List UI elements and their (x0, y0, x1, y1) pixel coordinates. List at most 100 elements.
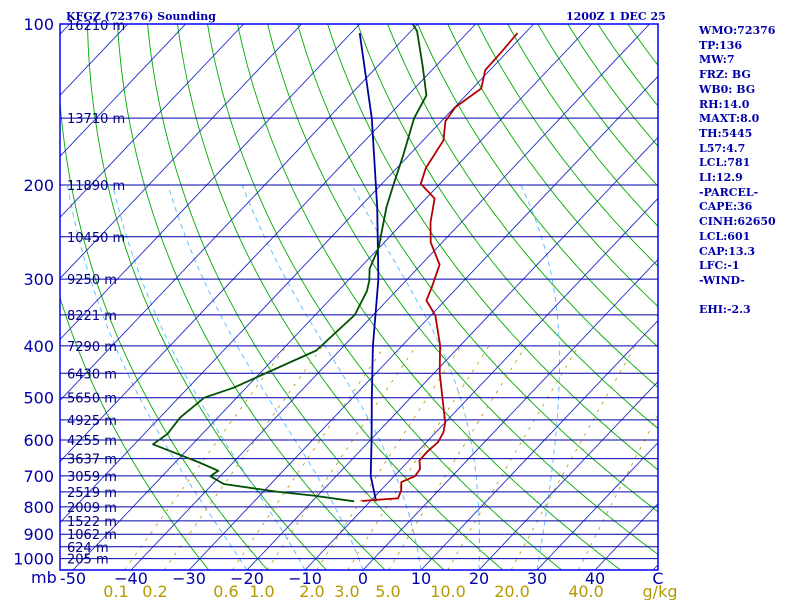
stability-indices: WMO:72376 TP:136 MW:7 FRZ: BG WB0: BG RH:14.0… (699, 24, 800, 318)
temperature-tick-label: C (652, 569, 663, 588)
pressure-tick-label: 1000 (13, 550, 54, 569)
index-line: -WIND- (699, 273, 745, 287)
isotherm (246, 136, 658, 570)
index-line: LFC:-1 (699, 259, 740, 273)
dry-adiabat (417, 24, 658, 348)
height-label: 9250 m (67, 273, 117, 288)
isotherm (188, 75, 658, 570)
mixing-ratio-line (316, 345, 462, 570)
height-label: 3637 m (67, 453, 117, 468)
mixing-ratio-line (578, 413, 658, 570)
height-label: 1062 m (67, 528, 117, 543)
mixing-ratio-label: 0.1 (103, 582, 128, 600)
index-line: CINH:62650 (699, 215, 776, 229)
index-line: TH:5445 (699, 126, 753, 140)
moist-adiabat (112, 184, 306, 570)
mixing-ratio-line (510, 345, 636, 570)
dewpoint-trace (152, 24, 428, 503)
mixing-ratio-label: 3.0 (334, 582, 359, 600)
temperature-tick-label: 10 (411, 569, 431, 588)
mixing-ratio-label: 10.0 (430, 582, 466, 600)
mixing-ratio-line (232, 345, 386, 570)
height-label: 13710 m (67, 112, 125, 127)
index-line: CAP:13.3 (699, 244, 756, 258)
dry-adiabat (387, 24, 658, 389)
isotherm (362, 258, 658, 570)
isotherm (60, 24, 535, 524)
mixing-ratio-line (447, 345, 580, 570)
height-label: 1522 m (67, 515, 117, 530)
pressure-tick-label: 400 (23, 337, 54, 356)
index-line: EHI:-2.3 (699, 303, 751, 317)
dry-adiabat (117, 24, 386, 570)
mixing-ratio-label: 1.0 (249, 582, 274, 600)
index-line: WB0: BG (699, 82, 756, 96)
dry-adiabat (297, 24, 658, 513)
dry-adiabat (477, 24, 658, 267)
index-line: LCL:601 (699, 229, 751, 243)
height-label: 3059 m (67, 470, 117, 485)
isotherm (60, 24, 419, 402)
isotherm (60, 24, 477, 463)
pressure-tick-label: 900 (23, 525, 54, 544)
height-label: 5650 m (67, 392, 117, 407)
dry-adiabat (267, 24, 658, 556)
index-line: MAXT:8.0 (699, 112, 760, 126)
pressure-unit-label: mb (31, 568, 57, 587)
index-line: FRZ: BG (699, 68, 751, 82)
isotherm (60, 24, 71, 35)
parcel-trace (358, 32, 380, 502)
dry-adiabat (86, 24, 327, 570)
dry-adiabat (327, 24, 658, 471)
sounding-traces (152, 24, 519, 503)
index-line: -PARCEL- (699, 185, 759, 199)
mixing-ratio-label: 0.6 (213, 582, 238, 600)
isotherm (478, 380, 658, 570)
mixing-ratio-label: 2.0 (299, 582, 324, 600)
mixing-ratio-label: 40.0 (568, 582, 604, 600)
moist-adiabat (520, 184, 560, 570)
mixing-ratio-label: g/kg (643, 582, 678, 600)
isotherm (304, 197, 658, 570)
dry-adiabat (60, 96, 268, 570)
isotherm (420, 319, 658, 570)
moist-adiabat (351, 184, 480, 570)
isobars (60, 23, 658, 560)
valid-time: 1200Z 1 DEC 25 (566, 10, 666, 23)
mixing-ratio-line (388, 345, 527, 570)
temperature-tick-label: −20 (230, 569, 264, 588)
height-label: 11890 m (67, 179, 125, 194)
chart-title: KFGZ (72376) Sounding (66, 10, 216, 23)
pressure-tick-label: 600 (23, 431, 54, 450)
index-line: LCL:781 (699, 156, 751, 170)
height-label: 4255 m (67, 434, 117, 449)
dry-adiabat (207, 24, 562, 570)
pressure-tick-label: 100 (23, 15, 54, 34)
pressure-tick-label: 200 (23, 176, 54, 195)
pressure-tick-label: 800 (23, 498, 54, 517)
isotherm (60, 24, 187, 157)
index-line: LI:12.9 (699, 171, 743, 185)
moist-adiabat (167, 184, 364, 570)
height-label: 6430 m (67, 367, 117, 382)
index-line: WMO:72376 (699, 24, 776, 37)
pressure-tick-label: 700 (23, 467, 54, 486)
mixing-ratio-label: 0.2 (142, 582, 167, 600)
moist-adiabat (66, 184, 248, 570)
height-label: 7290 m (67, 340, 117, 355)
temperature-trace (361, 32, 519, 502)
moist-adiabat (241, 184, 422, 570)
temperature-tick-label: 40 (585, 569, 605, 588)
dry-adiabat (237, 24, 621, 570)
temperature-tick-label: -50 (60, 569, 86, 588)
height-label: 10450 m (67, 231, 125, 246)
height-label: 2009 m (67, 501, 117, 516)
isotherm (60, 24, 303, 280)
index-line: RH:14.0 (699, 97, 750, 111)
isotherm (60, 24, 361, 341)
dry-adiabat (147, 24, 445, 570)
height-label: 4925 m (67, 414, 117, 429)
index-line: MW:7 (699, 53, 735, 67)
plot-frame (59, 23, 659, 571)
